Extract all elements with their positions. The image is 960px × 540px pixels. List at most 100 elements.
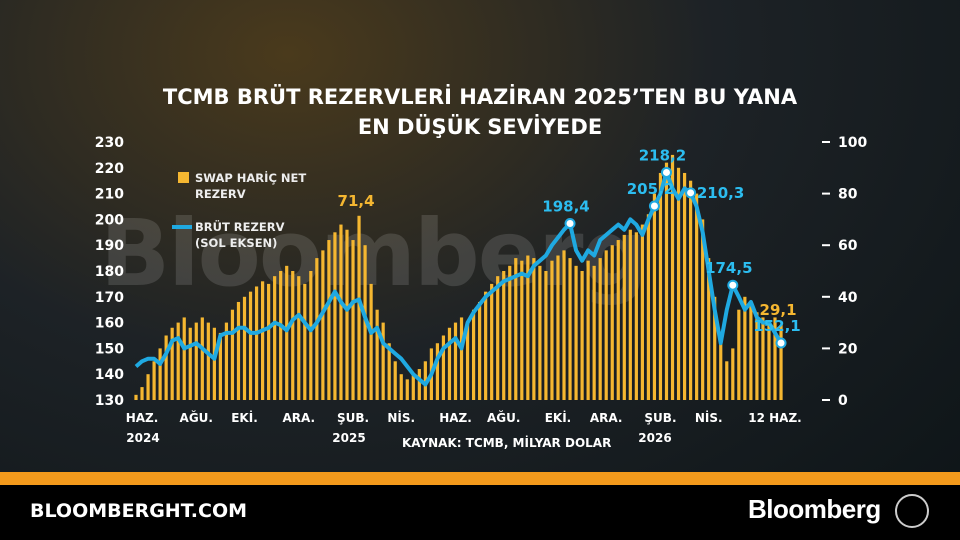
x-tick-label: AĞU. xyxy=(180,410,213,425)
x-tick-label: ARA. xyxy=(590,411,623,425)
y-tick-label: 130 xyxy=(95,393,124,409)
bar xyxy=(152,361,156,400)
bar xyxy=(556,255,560,400)
y-tick-label: 160 xyxy=(95,316,124,332)
bar xyxy=(315,258,319,400)
bar xyxy=(695,193,699,400)
bar xyxy=(441,335,446,400)
legend-bar: SWAP HARİÇ NET REZERV xyxy=(195,171,307,201)
bar xyxy=(417,369,421,400)
bar xyxy=(731,348,735,400)
bar xyxy=(725,361,729,400)
y2-tick-label: 40 xyxy=(838,290,858,306)
year-label: 2025 xyxy=(332,431,365,445)
year-label: 2026 xyxy=(638,431,671,445)
bar xyxy=(291,271,295,400)
bar xyxy=(345,229,349,400)
bar xyxy=(188,327,192,400)
bar xyxy=(447,327,452,400)
bar xyxy=(297,276,301,400)
line-value-label: 210,3 xyxy=(697,184,744,202)
bar xyxy=(622,234,626,400)
line-value-label: 174,5 xyxy=(705,259,752,277)
bar xyxy=(755,312,759,400)
bar xyxy=(327,240,331,400)
bar xyxy=(670,154,675,400)
bar xyxy=(502,271,506,400)
bar xyxy=(701,219,705,400)
bar xyxy=(713,296,717,400)
chart-title: TCMB BRÜT REZERVLERİ HAZİRAN 2025’TEN BU… xyxy=(162,85,798,139)
bar xyxy=(273,276,277,400)
bar xyxy=(212,327,216,400)
bar xyxy=(550,260,554,400)
footer-brand: Bloomberg xyxy=(748,494,881,524)
bar xyxy=(682,172,687,400)
bar xyxy=(230,309,235,400)
bar xyxy=(387,343,391,400)
bar xyxy=(357,215,361,400)
y2-tick-label: 60 xyxy=(838,238,858,254)
bar xyxy=(719,335,723,400)
bar xyxy=(158,348,162,400)
bar xyxy=(610,245,614,400)
bar xyxy=(285,265,289,400)
x-tick-label: AĞU. xyxy=(487,410,520,425)
line-value-label: 205,2 xyxy=(627,180,674,198)
bar xyxy=(218,332,222,400)
bar xyxy=(140,387,144,400)
line xyxy=(134,170,783,387)
bar xyxy=(453,322,458,400)
x-tick-label: EKİ. xyxy=(545,410,572,425)
y-tick-label: 200 xyxy=(95,212,124,228)
bar xyxy=(634,232,638,400)
line-marker xyxy=(775,337,787,349)
bar xyxy=(164,335,168,400)
bar xyxy=(134,394,138,400)
y-tick-label: 230 xyxy=(95,135,124,151)
bar xyxy=(592,265,596,400)
y-tick-label: 220 xyxy=(95,161,124,177)
line-marker xyxy=(564,218,576,230)
bar xyxy=(586,260,590,400)
footer-strip xyxy=(0,472,960,485)
bar xyxy=(568,258,572,400)
bar xyxy=(182,317,186,400)
y-tick-label: 170 xyxy=(95,290,124,306)
bar xyxy=(206,322,210,400)
bar xyxy=(333,232,337,400)
bar xyxy=(574,265,578,400)
legend-swatch xyxy=(178,172,189,183)
bar xyxy=(224,322,229,400)
x-tick-label: 12 HAZ. xyxy=(748,411,801,425)
bar xyxy=(405,379,409,400)
bar xyxy=(465,322,470,400)
bar xyxy=(628,229,632,400)
y2-tick-label: 20 xyxy=(838,341,858,357)
bar xyxy=(369,283,373,400)
logo xyxy=(895,494,929,528)
y-tick-label: 150 xyxy=(95,341,124,357)
bar xyxy=(598,258,602,400)
x-tick-label: HAZ. xyxy=(439,411,472,425)
footer-site: BLOOMBERGHT.COM xyxy=(30,500,248,522)
bar xyxy=(242,296,247,400)
y-tick-label: 210 xyxy=(95,187,124,203)
bar xyxy=(471,309,476,400)
bar-value-label: 29,1 xyxy=(760,301,797,319)
bar xyxy=(267,283,271,400)
bar xyxy=(707,258,711,400)
line-value-label: 198,4 xyxy=(542,198,589,216)
bar xyxy=(399,374,403,400)
y-tick-label: 180 xyxy=(95,264,124,280)
bar xyxy=(393,361,397,400)
chart: 130 140 150 160 170 180 190 200 210 220 230 0 20 40 60… xyxy=(95,135,868,445)
x-tick-label: ARA. xyxy=(282,411,315,425)
bar xyxy=(538,265,542,400)
legend-line: BRÜT REZERV (SOL EKSEN) xyxy=(195,220,285,250)
x-tick-label: ŞUB. xyxy=(644,411,676,425)
line-marker xyxy=(660,166,672,178)
bar xyxy=(176,322,180,400)
bar xyxy=(351,240,355,400)
